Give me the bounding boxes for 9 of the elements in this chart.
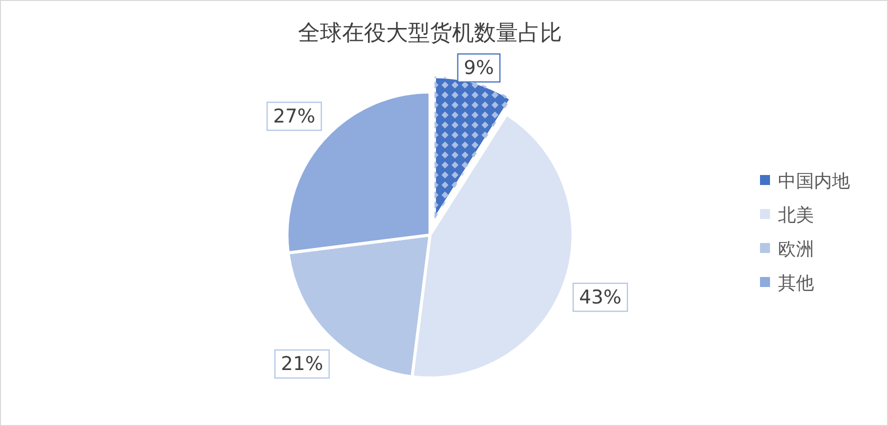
legend-label: 北美 [778, 205, 814, 226]
chart-title: 全球在役大型货机数量占比 [298, 21, 562, 46]
data-label: 9% [464, 56, 494, 79]
legend-label: 欧洲 [778, 239, 814, 260]
data-label: 27% [273, 105, 316, 128]
legend-label: 其他 [778, 273, 814, 294]
data-label: 21% [280, 352, 324, 375]
data-label: 43% [579, 286, 622, 308]
legend-label: 中国内地 [778, 171, 850, 192]
